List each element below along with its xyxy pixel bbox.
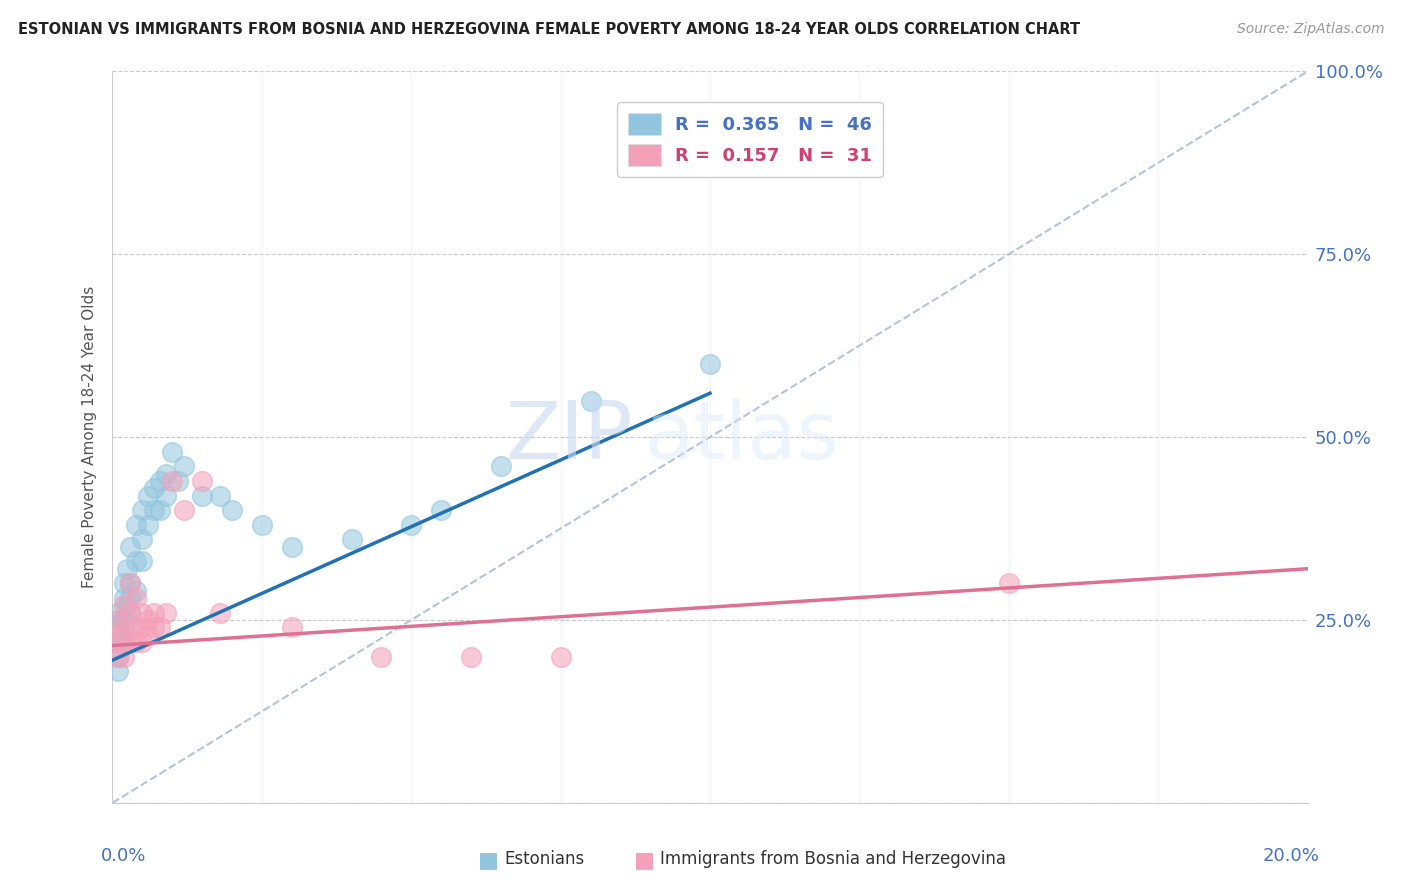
Point xyxy=(120,606,142,620)
Point xyxy=(114,591,135,605)
Legend: R =  0.365   N =  46, R =  0.157   N =  31: R = 0.365 N = 46, R = 0.157 N = 31 xyxy=(617,103,883,178)
Point xyxy=(209,489,232,503)
Text: Source: ZipAtlas.com: Source: ZipAtlas.com xyxy=(1237,22,1385,37)
Point xyxy=(117,562,139,576)
Text: ■: ■ xyxy=(634,850,655,871)
Point xyxy=(120,635,142,649)
Text: 20.0%: 20.0% xyxy=(1263,847,1320,864)
Text: Immigrants from Bosnia and Herzegovina: Immigrants from Bosnia and Herzegovina xyxy=(659,850,1005,868)
Point xyxy=(117,599,139,613)
Text: Estonians: Estonians xyxy=(505,850,585,868)
Point xyxy=(114,613,135,627)
Point xyxy=(110,635,132,649)
Point xyxy=(143,606,166,620)
Point xyxy=(699,357,721,371)
Point xyxy=(281,620,304,634)
Point xyxy=(143,620,166,634)
Point xyxy=(173,459,195,474)
Point xyxy=(107,649,129,664)
Point xyxy=(131,554,153,568)
Point xyxy=(370,649,392,664)
Point xyxy=(250,517,273,532)
Text: ZIP: ZIP xyxy=(505,398,633,476)
Point xyxy=(550,649,572,664)
Point xyxy=(149,503,172,517)
Point xyxy=(149,474,172,488)
Point xyxy=(125,583,148,598)
Point xyxy=(138,517,160,532)
Point xyxy=(114,620,135,634)
Point xyxy=(281,540,304,554)
Point xyxy=(155,489,177,503)
Point xyxy=(110,627,132,641)
Point xyxy=(107,613,129,627)
Point xyxy=(460,649,482,664)
Point xyxy=(131,620,153,634)
Text: ■: ■ xyxy=(478,850,499,871)
Point xyxy=(401,517,423,532)
Point xyxy=(191,489,214,503)
Point xyxy=(143,481,166,495)
Point xyxy=(489,459,512,474)
Point xyxy=(125,620,148,634)
Point xyxy=(138,613,160,627)
Point xyxy=(107,664,129,678)
Point xyxy=(191,474,214,488)
Point xyxy=(114,635,135,649)
Point xyxy=(173,503,195,517)
Point xyxy=(125,554,148,568)
Point xyxy=(131,606,153,620)
Point xyxy=(131,503,153,517)
Point xyxy=(107,620,129,634)
Text: 0.0%: 0.0% xyxy=(101,847,146,864)
Point xyxy=(143,503,166,517)
Point xyxy=(114,599,135,613)
Point xyxy=(149,620,172,634)
Point xyxy=(114,649,135,664)
Text: atlas: atlas xyxy=(644,398,838,476)
Point xyxy=(107,606,129,620)
Point xyxy=(131,533,153,547)
Point xyxy=(120,540,142,554)
Point xyxy=(120,591,142,605)
Point xyxy=(998,576,1021,591)
Point xyxy=(125,591,148,605)
Point xyxy=(155,606,177,620)
Point xyxy=(340,533,363,547)
Point xyxy=(120,576,142,591)
Point xyxy=(125,517,148,532)
Point xyxy=(167,474,190,488)
Point xyxy=(162,444,183,458)
Text: ESTONIAN VS IMMIGRANTS FROM BOSNIA AND HERZEGOVINA FEMALE POVERTY AMONG 18-24 YE: ESTONIAN VS IMMIGRANTS FROM BOSNIA AND H… xyxy=(18,22,1080,37)
Point xyxy=(104,635,127,649)
Point xyxy=(138,489,160,503)
Point xyxy=(131,635,153,649)
Point xyxy=(430,503,453,517)
Point xyxy=(107,649,129,664)
Y-axis label: Female Poverty Among 18-24 Year Olds: Female Poverty Among 18-24 Year Olds xyxy=(82,286,97,588)
Point xyxy=(125,635,148,649)
Point xyxy=(120,606,142,620)
Point xyxy=(209,606,232,620)
Point xyxy=(155,467,177,481)
Point xyxy=(104,635,127,649)
Point xyxy=(162,474,183,488)
Point xyxy=(114,576,135,591)
Point xyxy=(138,627,160,641)
Point xyxy=(110,613,132,627)
Point xyxy=(120,620,142,634)
Point xyxy=(579,393,602,408)
Point xyxy=(120,576,142,591)
Point xyxy=(221,503,243,517)
